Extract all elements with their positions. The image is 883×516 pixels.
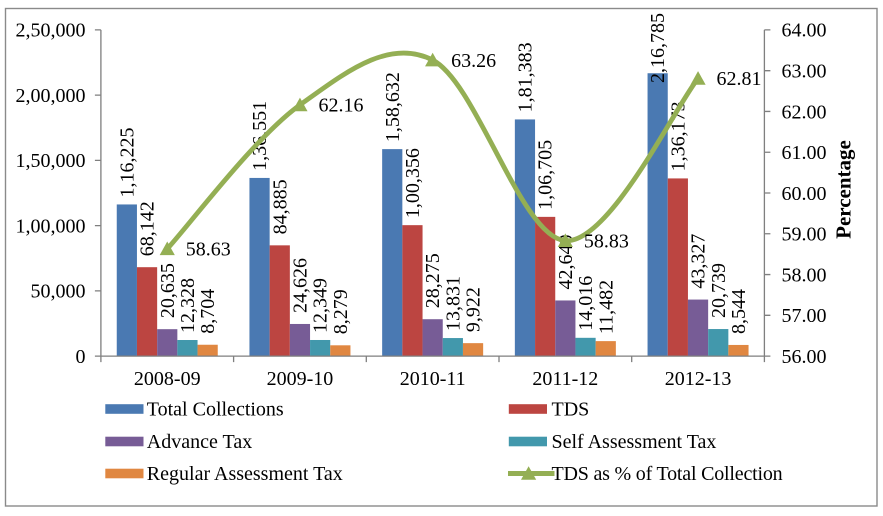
svg-text:42,640: 42,640 — [555, 234, 577, 289]
svg-text:28,275: 28,275 — [422, 253, 444, 308]
svg-text:62.81: 62.81 — [717, 68, 762, 90]
svg-text:20,739: 20,739 — [708, 263, 730, 318]
svg-text:13,831: 13,831 — [442, 276, 464, 331]
svg-text:59.00: 59.00 — [782, 224, 827, 246]
svg-text:1,16,225: 1,16,225 — [116, 127, 138, 197]
svg-text:63.00: 63.00 — [782, 60, 827, 82]
svg-text:2,16,785: 2,16,785 — [647, 13, 669, 83]
svg-text:1,58,632: 1,58,632 — [382, 72, 404, 142]
svg-text:2010-11: 2010-11 — [400, 368, 466, 390]
svg-text:20,635: 20,635 — [157, 263, 179, 318]
svg-text:58.83: 58.83 — [584, 231, 629, 253]
svg-text:64.00: 64.00 — [782, 20, 827, 42]
svg-text:84,885: 84,885 — [269, 179, 291, 234]
svg-text:1,06,705: 1,06,705 — [535, 140, 557, 210]
svg-text:14,016: 14,016 — [575, 276, 597, 331]
svg-text:56.00: 56.00 — [782, 346, 827, 368]
svg-text:58.00: 58.00 — [782, 264, 827, 286]
svg-text:8,704: 8,704 — [197, 289, 219, 334]
svg-text:24,626: 24,626 — [289, 258, 311, 313]
svg-text:Total Collections: Total Collections — [147, 399, 284, 421]
svg-text:8,544: 8,544 — [728, 289, 750, 334]
svg-text:68,142: 68,142 — [137, 201, 159, 256]
svg-text:63.26: 63.26 — [451, 50, 496, 72]
svg-text:1,36,551: 1,36,551 — [249, 101, 271, 171]
svg-text:1,00,356: 1,00,356 — [402, 148, 424, 218]
svg-text:2011-12: 2011-12 — [532, 368, 598, 390]
svg-text:1,00,000: 1,00,000 — [16, 215, 86, 237]
svg-text:Self Assessment Tax: Self Assessment Tax — [552, 431, 717, 453]
svg-text:Advance Tax: Advance Tax — [147, 431, 252, 453]
svg-text:61.00: 61.00 — [782, 142, 827, 164]
svg-text:11,482: 11,482 — [595, 280, 617, 334]
svg-text:60.00: 60.00 — [782, 183, 827, 205]
svg-text:TDS: TDS — [552, 399, 590, 421]
svg-text:2012-13: 2012-13 — [665, 368, 732, 390]
svg-text:43,327: 43,327 — [688, 234, 710, 289]
svg-text:2,50,000: 2,50,000 — [16, 20, 86, 42]
svg-text:12,349: 12,349 — [310, 278, 332, 333]
svg-text:2008-09: 2008-09 — [134, 368, 201, 390]
svg-text:50,000: 50,000 — [31, 281, 86, 303]
svg-text:62.16: 62.16 — [318, 95, 363, 117]
svg-text:2009-10: 2009-10 — [267, 368, 334, 390]
svg-text:0: 0 — [76, 346, 86, 368]
svg-text:58.63: 58.63 — [186, 239, 231, 261]
svg-text:62.00: 62.00 — [782, 101, 827, 123]
svg-text:Percentage: Percentage — [832, 140, 856, 239]
svg-text:12,328: 12,328 — [177, 278, 199, 333]
svg-text:1,50,000: 1,50,000 — [16, 150, 86, 172]
svg-text:2,00,000: 2,00,000 — [16, 85, 86, 107]
svg-text:9,922: 9,922 — [463, 287, 485, 332]
svg-text:8,279: 8,279 — [330, 289, 352, 334]
svg-text:1,81,383: 1,81,383 — [514, 42, 536, 112]
svg-text:TDS as % of Total Collection: TDS as % of Total Collection — [552, 463, 783, 485]
svg-text:57.00: 57.00 — [782, 305, 827, 327]
svg-text:Regular Assessment Tax: Regular Assessment Tax — [147, 463, 343, 485]
